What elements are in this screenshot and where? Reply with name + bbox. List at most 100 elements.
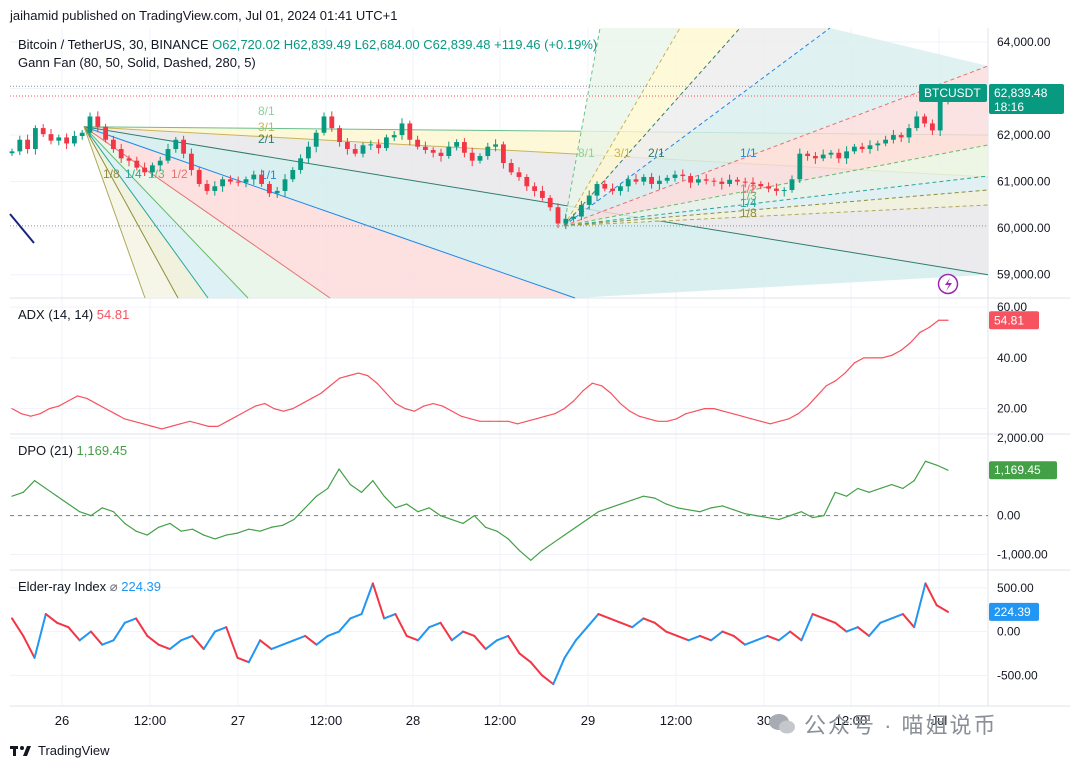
series-segment [733,509,746,515]
gann-fan2-line [563,204,989,227]
series-segment [642,617,656,624]
gann-fan-line [83,126,179,299]
price-tick-label: 61,000.00 [997,175,1051,189]
candle-body [875,143,881,146]
series-segment [45,487,58,497]
adx-legend[interactable]: ADX (14, 14) 54.81 [18,307,129,322]
candle-body [594,183,600,196]
series-segment [647,418,659,422]
dpo-legend[interactable]: DPO (21) 1,169.45 [18,443,127,458]
candle-body [781,190,787,191]
series-segment [485,526,498,532]
series-segment [151,425,163,430]
ohlc-low: L62,684.00 [354,37,420,52]
series-segment [450,630,465,642]
series-segment [142,423,153,427]
series-segment [460,415,472,420]
series-segment [529,661,544,677]
series-segment [304,495,318,509]
series-segment [451,518,464,524]
candle-body [618,186,623,191]
x-axis-label: 12:00 [835,713,868,728]
candle-body [867,145,873,150]
series-segment [676,507,690,511]
series-segment [30,413,41,417]
series-segment [146,634,160,646]
elder-legend[interactable]: Elder-ray Index ⌀ 224.39 [18,579,161,595]
gann-fan-legend[interactable]: Gann Fan (80, 50, Solid, Dashed, 280, 5) [18,55,256,70]
gann2-label: 1/3 [740,189,757,203]
candle-body [17,139,23,152]
series-segment [372,480,385,497]
wechat-icon [769,714,795,734]
candle-body [95,116,101,127]
series-segment [441,405,453,412]
series-segment [470,418,481,422]
eye-off-icon[interactable]: ⌀ [109,579,118,594]
candle-body [407,123,413,140]
candle-body [181,139,186,154]
series-segment [766,634,780,642]
tradingview-brand[interactable]: TradingView [10,743,110,758]
series-segment [900,342,912,351]
series-segment [11,408,22,415]
candle-body [352,149,358,154]
series-segment [825,380,837,387]
dpo-title: DPO (21) [18,443,73,458]
series-segment [591,382,603,387]
series-segment [123,617,138,624]
series-segment [406,503,419,513]
series-segment [935,604,949,613]
candle-body [337,128,342,143]
series-segment [360,582,374,616]
series-segment [665,503,678,509]
series-segment [33,480,47,490]
gann2-label: 1/4 [740,196,757,210]
series-segment [811,613,825,620]
series-segment [856,626,871,637]
series-segment [902,480,915,490]
series-segment [552,534,566,544]
series-segment [788,413,799,420]
candle-body [423,146,428,150]
series-segment [710,505,724,509]
series-segment [90,507,103,517]
candle-body [267,183,272,194]
series-segment [104,408,116,415]
series-segment [394,503,408,509]
series-segment [383,613,397,620]
series-segment [349,483,363,493]
adx-value: 54.81 [96,307,130,322]
gann-fan-line [83,126,146,299]
wechat-watermark: 公众号 · 喵姐说币 [768,708,998,740]
candle-body [758,183,764,187]
gann2-label: 1/8 [740,206,757,220]
gann2-label: 8/1 [578,146,595,160]
series-segment [572,390,584,402]
series-segment [713,408,724,412]
series-segment [721,505,735,511]
series-segment [259,639,273,651]
candle-body [859,146,865,150]
series-segment [315,634,329,646]
candle-body [789,179,795,190]
candle-body [282,179,288,191]
series-segment [371,582,386,620]
watermark-text: 公众号 · 喵姐说币 [804,713,998,738]
series-segment [666,418,678,422]
series-segment [203,534,216,540]
candle-body [376,144,381,149]
series-segment [638,415,650,420]
series-segment [270,524,284,528]
series-segment [890,613,904,620]
series-segment [248,528,261,532]
ohlc-high: H62,839.49 [283,37,351,52]
gann-fan2-line [563,27,681,227]
candle-body [579,204,584,217]
symbol-title[interactable]: Bitcoin / TetherUS, 30, BINANCE [18,37,209,52]
series-segment [778,418,790,422]
series-segment [881,354,893,359]
series-segment [631,617,645,629]
series-segment [760,420,771,425]
